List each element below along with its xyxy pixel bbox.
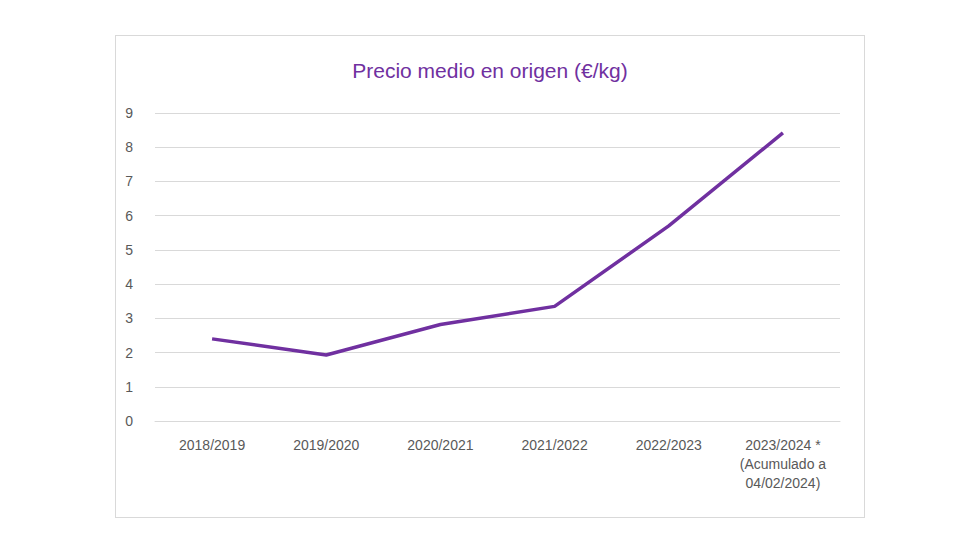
- svg-text:2018/2019: 2018/2019: [179, 437, 245, 453]
- svg-text:2020/2021: 2020/2021: [407, 437, 473, 453]
- svg-text:6: 6: [125, 208, 133, 224]
- svg-text:2: 2: [125, 345, 133, 361]
- svg-text:0: 0: [125, 413, 133, 429]
- svg-text:(Acumulado a: (Acumulado a: [740, 456, 827, 472]
- svg-text:3: 3: [125, 310, 133, 326]
- svg-text:9: 9: [125, 105, 133, 121]
- svg-text:04/02/2024): 04/02/2024): [746, 475, 821, 491]
- svg-text:4: 4: [125, 276, 133, 292]
- svg-text:1: 1: [125, 379, 133, 395]
- svg-text:2021/2022: 2021/2022: [521, 437, 587, 453]
- svg-text:2022/2023: 2022/2023: [636, 437, 702, 453]
- svg-text:Precio medio en origen (€/kg): Precio medio en origen (€/kg): [352, 59, 627, 82]
- svg-text:2023/2024 *: 2023/2024 *: [745, 437, 821, 453]
- svg-text:7: 7: [125, 173, 133, 189]
- svg-text:8: 8: [125, 139, 133, 155]
- svg-text:2019/2020: 2019/2020: [293, 437, 359, 453]
- svg-text:5: 5: [125, 242, 133, 258]
